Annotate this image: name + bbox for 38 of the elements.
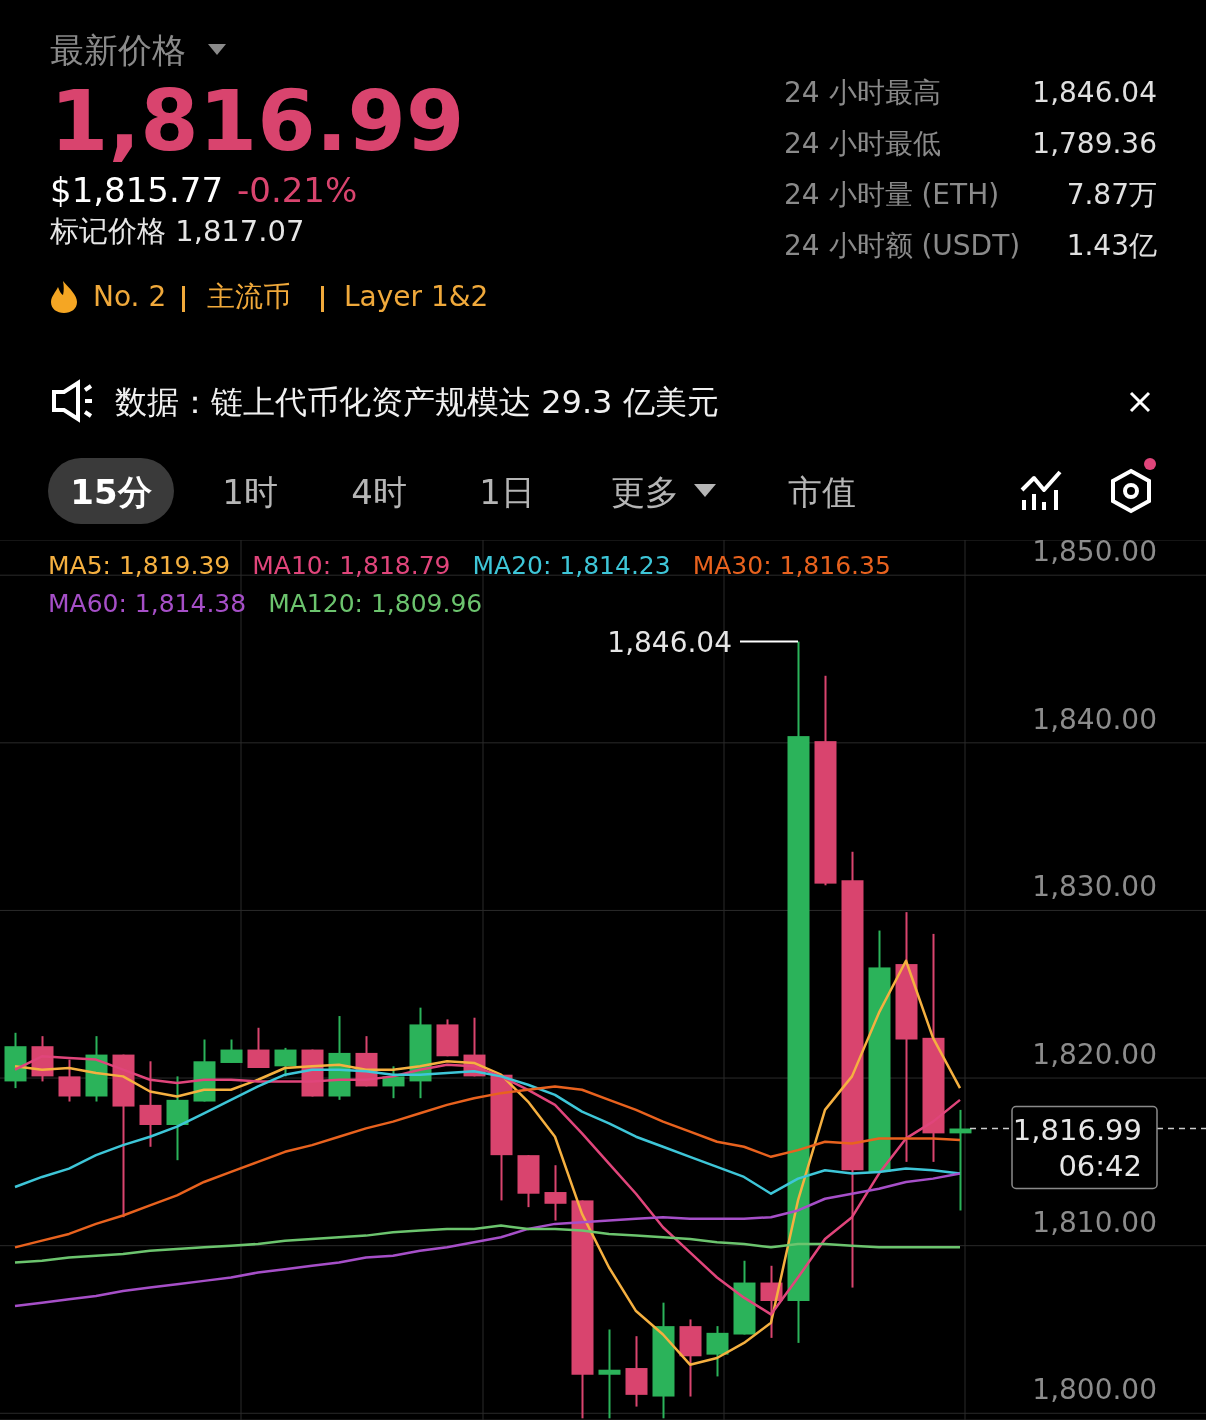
text: 4时 bbox=[351, 472, 407, 512]
text: 数据：链上代币化资产规模达 29.3 亿美元 bbox=[115, 383, 719, 421]
text: 标记价格 1,817.07 bbox=[49, 214, 305, 248]
text: Layer 1&2 bbox=[344, 280, 489, 313]
text: 7.87万 bbox=[1066, 178, 1157, 211]
text: 24 小时最低 bbox=[784, 127, 941, 160]
text: No. 2 bbox=[93, 280, 167, 313]
text: 24 小时额 (USDT) bbox=[784, 229, 1021, 262]
text: 主流币 bbox=[207, 280, 291, 313]
price-tag: 1,816.99 06:42 bbox=[1011, 1105, 1158, 1190]
y-tick-label: 1,820.00 bbox=[1032, 1038, 1157, 1072]
text: -0.21% bbox=[237, 170, 358, 210]
text: MA60: 1,814.38 bbox=[48, 588, 247, 620]
text: 1,789.36 bbox=[1032, 127, 1157, 160]
text: 1,846.04 bbox=[1032, 76, 1157, 109]
text: MA5: 1,819.39 bbox=[48, 550, 231, 582]
y-tick-label: 1,840.00 bbox=[1032, 702, 1157, 736]
text: MA20: 1,814.23 bbox=[472, 550, 671, 582]
text: 1.43亿 bbox=[1066, 229, 1157, 262]
text: 更多 bbox=[611, 472, 679, 512]
text: $1,815.77 bbox=[50, 170, 224, 210]
text: MA30: 1,816.35 bbox=[692, 550, 891, 582]
text: 1,816.99 bbox=[50, 72, 465, 170]
annotation: 1,846.04 bbox=[607, 625, 732, 659]
y-tick-label: 1,850.00 bbox=[1032, 535, 1157, 569]
text: 1时 bbox=[222, 472, 278, 512]
text: 24 小时最高 bbox=[784, 76, 941, 109]
ref-line-label: 1,816.99 06:42 bbox=[1012, 1112, 1142, 1183]
text: MA120: 1,809.96 bbox=[268, 588, 483, 620]
y-tick-label: 1,810.00 bbox=[1032, 1205, 1157, 1239]
text: 1日 bbox=[479, 472, 535, 512]
y-tick-label: 1,800.00 bbox=[1032, 1373, 1157, 1407]
chart-title: 最新价格 bbox=[50, 30, 186, 70]
text: 市值 bbox=[788, 472, 856, 512]
text: MA10: 1,818.79 bbox=[252, 550, 451, 582]
text: 24 小时量 (ETH) bbox=[784, 178, 1000, 211]
y-tick-label: 1,830.00 bbox=[1032, 870, 1157, 904]
text: 15分 bbox=[70, 472, 152, 512]
